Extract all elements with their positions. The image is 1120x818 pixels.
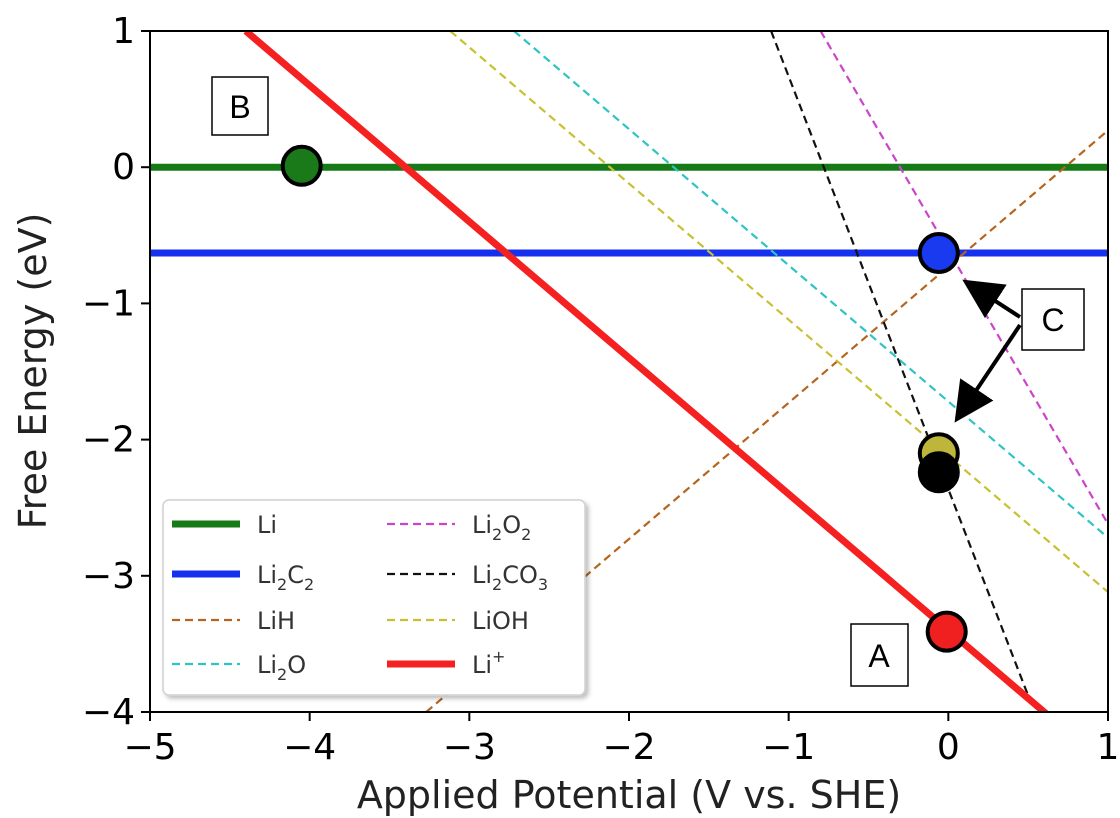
annotation-a: A (850, 623, 909, 687)
y-tick-label: −3 (82, 556, 135, 597)
series-line-lioh (449, 31, 1108, 593)
annotation-a-label: A (868, 638, 890, 674)
y-tick-label: −1 (82, 283, 135, 324)
x-tick-label: −1 (762, 727, 815, 768)
x-tick-label: −3 (443, 727, 496, 768)
arrow-c-lower (954, 323, 1022, 423)
legend-label-li2o: Li2​O (257, 651, 306, 684)
x-tick-label: 1 (1097, 727, 1120, 768)
marker-point-1 (280, 144, 323, 187)
legend-label-li2co3: Li2​CO3​ (472, 561, 548, 594)
legend-label-li-plus: Li+ (472, 647, 505, 679)
x-tick-label: −5 (123, 727, 176, 768)
legend-box (162, 499, 586, 696)
x-tick-label: −2 (602, 727, 655, 768)
legend: Li Li2​C2​ LiH Li2​O Li2​O2​ Li2​CO3​ LiOH Li+ (162, 499, 586, 696)
marker-point-5 (925, 610, 968, 653)
y-axis-label: Free Energy (eV) (11, 213, 55, 530)
marker-point-4 (917, 451, 960, 494)
points-layer (280, 144, 968, 653)
annotation-b-box (211, 76, 269, 136)
y-tick-label: 1 (112, 11, 135, 52)
x-axis-label: Applied Potential (V vs. SHE) (357, 773, 901, 817)
series-line-li2o2 (819, 31, 1108, 525)
y-tick-label: −2 (82, 420, 135, 461)
x-tick-label: −4 (283, 727, 336, 768)
x-tick-label: 0 (937, 727, 960, 768)
ticks-layer: −5 −4 −3 −2 −1 0 110−1−2−3−4 (82, 11, 1120, 768)
legend-items: Li Li2​C2​ LiH Li2​O Li2​O2​ Li2​CO3​ LiOH Li+ (172, 511, 548, 684)
legend-label-lih: LiH (257, 607, 295, 635)
annotation-c-label: C (1041, 302, 1064, 338)
marker-point-2 (917, 232, 960, 274)
annotation-b: B (211, 76, 269, 136)
legend-label-lioh: LiOH (472, 607, 529, 635)
y-tick-label: 0 (112, 147, 135, 188)
arrow-c-upper (962, 279, 1022, 319)
annotation-b-label: B (229, 89, 250, 125)
y-tick-label: −4 (82, 692, 135, 733)
legend-label-li: Li (257, 511, 277, 539)
annotation-c: C (954, 279, 1085, 423)
annotation-a-box (850, 623, 909, 687)
legend-label-li2o2: Li2​O2​ (472, 511, 531, 544)
annotation-c-box (1021, 288, 1085, 351)
legend-label-li2c2: Li2​C2​ (257, 561, 314, 594)
series-line-li2o (513, 31, 1108, 539)
series-line-li2co3 (770, 31, 1030, 697)
series-line-li-plus (243, 31, 1050, 712)
